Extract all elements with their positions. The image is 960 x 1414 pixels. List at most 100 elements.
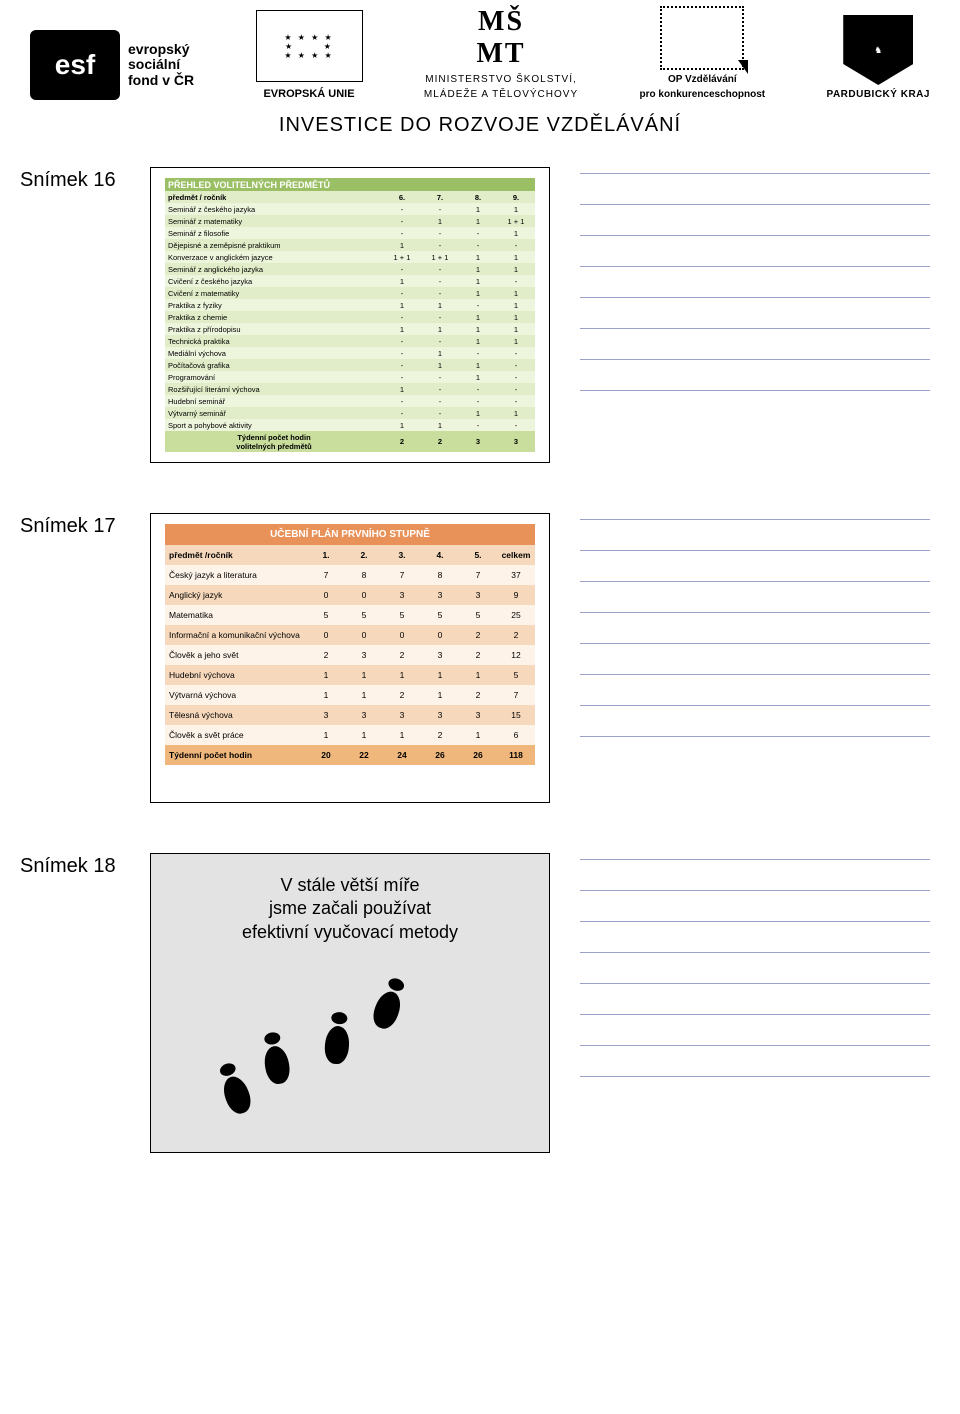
t1-cell: 1: [459, 287, 497, 299]
t2-cell: 1: [307, 685, 345, 705]
t1-cell: -: [383, 311, 421, 323]
t2-cell: 3: [459, 705, 497, 725]
t2-foot-cell: 24: [383, 745, 421, 765]
slide-17-box: UČEBNÍ PLÁN PRVNÍHO STUPNĚ předmět /ročn…: [150, 513, 550, 803]
t1-cell: Praktika z chemie: [165, 311, 383, 323]
header: esf evropský sociální fond v ČR ★ ★ ★ ★★…: [0, 0, 960, 157]
note-line: [580, 1014, 930, 1015]
t1-cell: -: [459, 227, 497, 239]
esf-logo: esf evropský sociální fond v ČR: [30, 30, 194, 100]
eu-flag-icon: ★ ★ ★ ★★ ★★ ★ ★ ★: [256, 10, 363, 82]
t2-cell: 37: [497, 565, 535, 585]
eu-logo: ★ ★ ★ ★★ ★★ ★ ★ ★ EVROPSKÁ UNIE: [256, 10, 363, 100]
t1-cell: -: [497, 383, 535, 395]
msmt-line2: MLÁDEŽE A TĚLOVÝCHOVY: [424, 89, 578, 100]
t1-cell: 1 + 1: [497, 215, 535, 227]
t1-cell: -: [421, 407, 459, 419]
slide-16-box: PŘEHLED VOLITELNÝCH PŘEDMĚTŮ předmět / r…: [150, 167, 550, 463]
t1-foot-cell: 3: [459, 431, 497, 452]
t1-cell: 1: [459, 407, 497, 419]
t2-cell: Člověk a svět práce: [165, 725, 307, 745]
t2-cell: 0: [421, 625, 459, 645]
t1-cell: 1: [497, 287, 535, 299]
t2-cell: Český jazyk a literatura: [165, 565, 307, 585]
op-line1: OP Vzdělávání: [668, 74, 737, 85]
t1-cell: Seminář z matematiky: [165, 215, 383, 227]
note-line: [580, 359, 930, 360]
t1-cell: -: [421, 287, 459, 299]
t1-cell: 1: [421, 299, 459, 311]
note-line: [580, 921, 930, 922]
op-line2: pro konkurenceschopnost: [640, 89, 766, 100]
t2-cell: 2: [497, 625, 535, 645]
t1-cell: -: [383, 263, 421, 275]
t1-cell: -: [459, 419, 497, 431]
t1-cell: 1: [383, 275, 421, 287]
t1-cell: 1 + 1: [421, 251, 459, 263]
t2-cell: 2: [459, 685, 497, 705]
t1-cell: -: [459, 395, 497, 407]
t1-cell: Seminář z českého jazyka: [165, 203, 383, 215]
t2-cell: 3: [383, 705, 421, 725]
t1-cell: -: [421, 227, 459, 239]
t2-cell: 5: [459, 605, 497, 625]
t2-foot-cell: 22: [345, 745, 383, 765]
note-line: [580, 736, 930, 737]
t2-cell: 0: [307, 585, 345, 605]
esf-mark: esf: [30, 30, 120, 100]
eu-label: EVROPSKÁ UNIE: [263, 88, 354, 100]
t1-head-cell: 6.: [383, 191, 421, 203]
t1-cell: 1: [383, 419, 421, 431]
t1-cell: -: [421, 395, 459, 407]
t1-cell: -: [497, 359, 535, 371]
t1-cell: 1: [459, 311, 497, 323]
t2-head-cell: celkem: [497, 545, 535, 565]
t1-cell: -: [383, 335, 421, 347]
t2-cell: 2: [459, 625, 497, 645]
t1-cell: Praktika z fyziky: [165, 299, 383, 311]
t2-cell: 0: [383, 625, 421, 645]
note-line: [580, 890, 930, 891]
curriculum-table: UČEBNÍ PLÁN PRVNÍHO STUPNĚ předmět /ročn…: [165, 524, 535, 765]
t2-cell: 1: [345, 685, 383, 705]
note-line: [580, 204, 930, 205]
t2-cell: 1: [307, 665, 345, 685]
t2-cell: 1: [383, 725, 421, 745]
t1-cell: -: [383, 371, 421, 383]
t1-cell: 1: [497, 407, 535, 419]
op-box-icon: [660, 6, 744, 70]
t2-title: UČEBNÍ PLÁN PRVNÍHO STUPNĚ: [165, 524, 535, 545]
s18-line1: V stále větší míře: [242, 874, 458, 897]
t1-cell: -: [383, 287, 421, 299]
t1-cell: 1: [459, 263, 497, 275]
s18-line3: efektivní vyučovací metody: [242, 921, 458, 944]
t1-cell: 1: [383, 299, 421, 311]
t2-head-cell: 5.: [459, 545, 497, 565]
t2-cell: 8: [345, 565, 383, 585]
t2-cell: 1: [459, 725, 497, 745]
t1-cell: -: [421, 383, 459, 395]
t1-cell: -: [421, 311, 459, 323]
logo-row: esf evropský sociální fond v ČR ★ ★ ★ ★★…: [30, 6, 930, 100]
t1-cell: Praktika z přírodopisu: [165, 323, 383, 335]
note-line: [580, 390, 930, 391]
t2-cell: Tělesná výchova: [165, 705, 307, 725]
t2-cell: 1: [383, 665, 421, 685]
t1-cell: 1: [459, 203, 497, 215]
t1-cell: Hudební seminář: [165, 395, 383, 407]
t1-cell: -: [383, 203, 421, 215]
op-logo: OP Vzdělávání pro konkurenceschopnost: [640, 6, 766, 100]
investice-tagline: INVESTICE DO ROZVOJE VZDĚLÁVÁNÍ: [30, 114, 930, 137]
t2-cell: 5: [497, 665, 535, 685]
note-line: [580, 297, 930, 298]
t1-cell: 1: [459, 251, 497, 263]
t2-head-cell: 4.: [421, 545, 459, 565]
t1-cell: -: [421, 335, 459, 347]
t2-cell: 3: [307, 705, 345, 725]
note-line: [580, 1076, 930, 1077]
t2-cell: 7: [307, 565, 345, 585]
t2-cell: 0: [307, 625, 345, 645]
note-line: [580, 550, 930, 551]
t2-foot-cell: 26: [459, 745, 497, 765]
note-line: [580, 266, 930, 267]
